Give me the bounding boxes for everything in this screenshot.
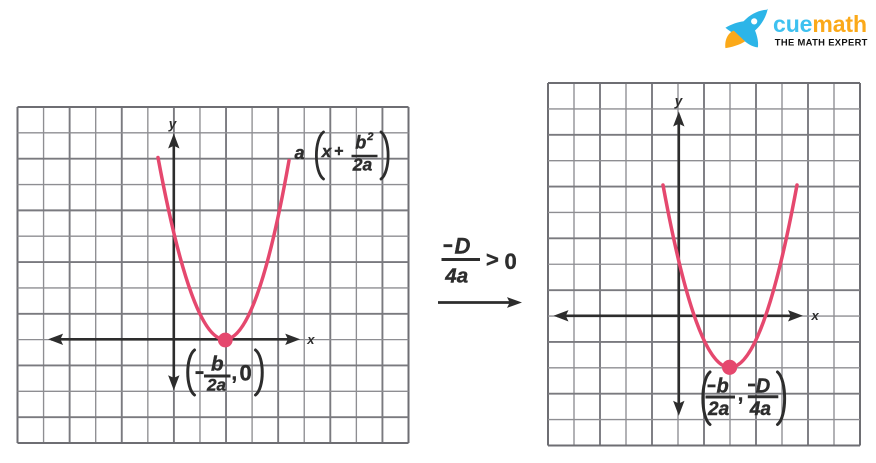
svg-text:0: 0 bbox=[505, 249, 517, 274]
svg-text:b: b bbox=[717, 376, 729, 398]
svg-text:y: y bbox=[168, 117, 178, 132]
svg-text:4a: 4a bbox=[749, 399, 772, 420]
svg-text:0: 0 bbox=[240, 361, 252, 386]
svg-text:x: x bbox=[321, 142, 333, 161]
svg-text:a: a bbox=[295, 143, 305, 163]
svg-text:b: b bbox=[355, 132, 366, 152]
svg-text:D: D bbox=[756, 376, 770, 398]
svg-text:y: y bbox=[674, 94, 684, 109]
svg-text:2: 2 bbox=[366, 131, 373, 143]
svg-text:4a: 4a bbox=[444, 265, 468, 288]
svg-text:b: b bbox=[211, 352, 224, 375]
svg-text:+: + bbox=[334, 143, 343, 160]
svg-text:2a: 2a bbox=[352, 154, 373, 174]
svg-text:THE MATH EXPERT: THE MATH EXPERT bbox=[775, 36, 868, 47]
svg-text:2a: 2a bbox=[707, 399, 730, 420]
svg-text:>: > bbox=[486, 247, 499, 272]
svg-text:,: , bbox=[738, 384, 744, 406]
svg-text:x: x bbox=[811, 308, 820, 323]
svg-text:cuemath: cuemath bbox=[773, 11, 867, 37]
svg-text:D: D bbox=[455, 233, 471, 258]
svg-text:x: x bbox=[306, 332, 315, 347]
svg-text:,: , bbox=[232, 363, 238, 385]
svg-text:2a: 2a bbox=[206, 376, 226, 395]
